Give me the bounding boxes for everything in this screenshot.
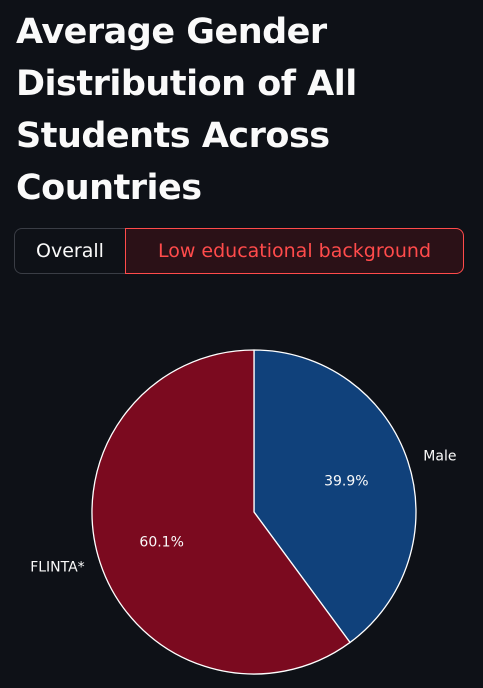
pie-slice-male — [253, 349, 417, 644]
pie-slice-flinta — [91, 349, 351, 675]
page-title: Average Gender Distribution of All Stude… — [16, 12, 357, 208]
pie-percent-label-male: 39.9% — [324, 474, 368, 490]
pie-category-label-flinta: FLINTA* — [30, 560, 85, 576]
pie-percent-label-flinta: 60.1% — [139, 534, 183, 550]
toggle-low-educational-background-button[interactable]: Low educational background — [125, 228, 464, 274]
pie-chart: 39.9% Male 60.1% FLINTA* — [0, 330, 483, 688]
pie-category-label-male: Male — [423, 448, 456, 464]
pie-chart-svg: 39.9% Male 60.1% FLINTA* — [30, 349, 456, 675]
segmented-control: Overall Low educational background — [14, 228, 464, 274]
toggle-overall-button[interactable]: Overall — [14, 228, 125, 274]
